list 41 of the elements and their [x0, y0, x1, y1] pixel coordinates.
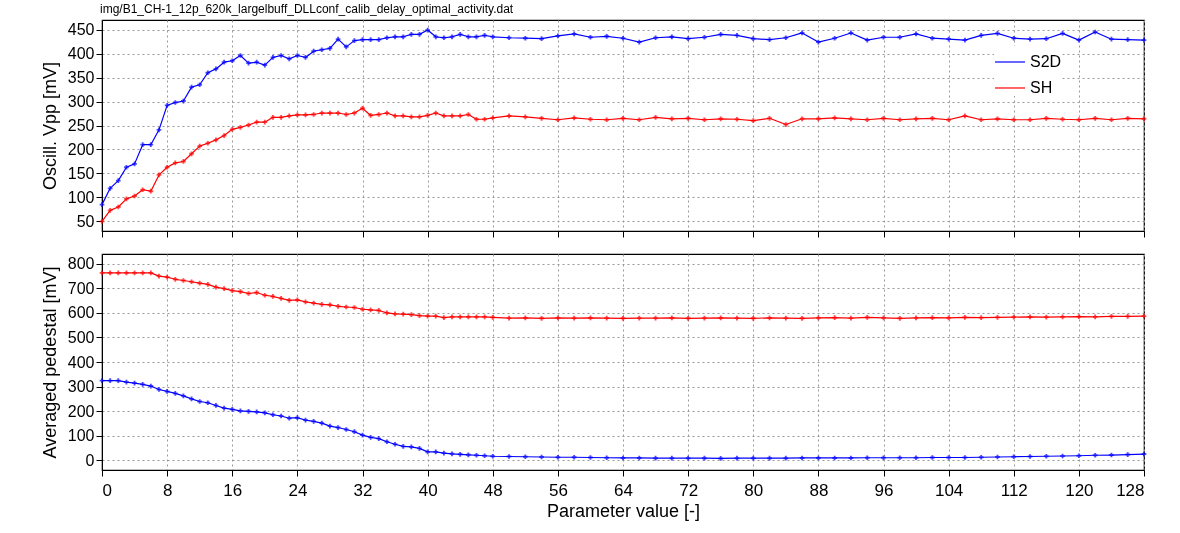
y-tick-label: 600: [67, 304, 95, 322]
y-tick-label: 300: [67, 378, 95, 396]
y-tick-label: 200: [67, 140, 95, 158]
y-tick-label: 200: [67, 402, 95, 420]
y-tick-label: 400: [67, 353, 95, 371]
y-tick-label: 100: [67, 188, 95, 206]
y-tick-label: 350: [67, 69, 95, 87]
x-tick-label: 16: [223, 480, 243, 500]
y-tick-label: 400: [67, 45, 95, 63]
y-tick-label: 700: [67, 279, 95, 297]
x-tick-label: 48: [483, 480, 503, 500]
y-tick-label: 800: [67, 255, 95, 273]
y-tick-label: 150: [67, 164, 95, 182]
x-tick-label: 104: [934, 480, 964, 500]
y-tick-label: 250: [67, 117, 95, 134]
y-tick-label: 300: [67, 93, 95, 111]
x-tick-label: 0: [102, 480, 112, 500]
x-tick-label: 64: [614, 480, 633, 500]
y-tick-label: 0: [85, 451, 95, 469]
x-axis-title: Parameter value [-]: [546, 500, 701, 521]
x-tick-label: 8: [162, 480, 173, 500]
x-tick-label: 120: [1065, 480, 1094, 500]
x-tick-label: 96: [874, 480, 894, 500]
legend-label: SH: [1030, 78, 1053, 96]
chart-title: img/B1_CH-1_12p_620k_largelbuff_DLLconf_calib_delay_optimal_activity.dat: [100, 2, 514, 16]
y-tick-label: 50: [76, 212, 95, 230]
y-tick-label: 100: [67, 427, 95, 445]
x-tick-label: 32: [353, 480, 373, 500]
x-tick-label: 40: [418, 480, 438, 500]
x-tick-label: 112: [1000, 480, 1028, 500]
x-tick-label: 88: [809, 480, 829, 500]
x-tick-label: 72: [679, 480, 699, 500]
legend-label: S2D: [1030, 52, 1062, 70]
x-tick-label: 128: [1116, 480, 1145, 500]
y-tick-label: 450: [67, 21, 95, 39]
y-axis-title: Averaged pedestal [mV]: [39, 266, 60, 459]
y-tick-label: 500: [67, 328, 95, 346]
y-axis-title: Oscill. Vpp [mV]: [39, 61, 60, 191]
x-tick-label: 24: [288, 480, 308, 500]
x-tick-label: 80: [744, 480, 764, 500]
x-tick-label: 56: [548, 480, 568, 500]
